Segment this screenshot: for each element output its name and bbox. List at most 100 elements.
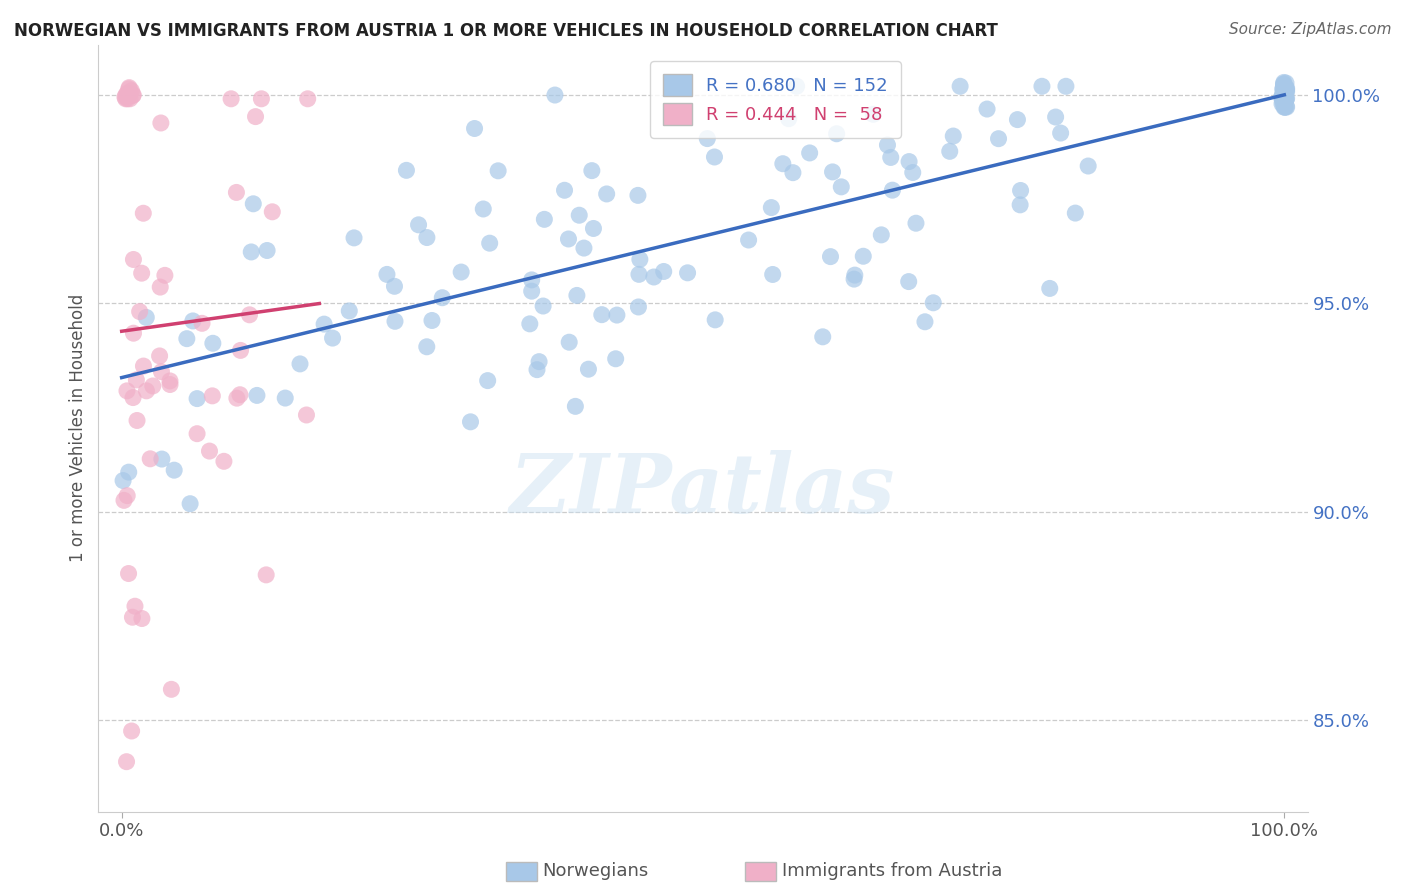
Point (1275, 99, 1298, 113)
Point (246, 388, 269, 402)
Point (558, 335, 581, 350)
Point (229, 388, 252, 402)
Point (557, 232, 579, 246)
Point (142, 379, 165, 393)
Point (1275, 100, 1298, 114)
Point (375, 268, 398, 282)
Point (201, 336, 224, 351)
Point (295, 408, 318, 422)
Point (420, 313, 443, 327)
Point (198, 444, 221, 458)
Point (901, 165, 924, 179)
Point (131, 266, 153, 280)
Point (1272, 100, 1295, 114)
Point (1274, 100, 1296, 114)
Point (1272, 85, 1295, 99)
Point (772, 157, 794, 171)
Point (544, 88, 567, 103)
Point (526, 362, 548, 376)
Point (125, 413, 148, 427)
Text: Immigrants from Austria: Immigrants from Austria (782, 863, 1002, 880)
Point (1064, 206, 1087, 220)
Point (117, 92, 139, 106)
Point (472, 202, 495, 216)
Point (1272, 94, 1295, 108)
Point (987, 131, 1010, 145)
Point (582, 221, 605, 235)
Point (876, 138, 898, 153)
Point (842, 272, 865, 286)
Point (1271, 87, 1294, 102)
Point (191, 316, 214, 330)
Text: ZIPatlas: ZIPatlas (510, 450, 896, 530)
Point (238, 308, 260, 322)
Point (898, 154, 921, 169)
Point (1271, 96, 1294, 111)
Point (135, 384, 157, 398)
Point (114, 92, 136, 106)
Point (1272, 95, 1295, 110)
Point (844, 268, 866, 282)
Point (520, 273, 543, 287)
Point (1274, 92, 1296, 106)
Point (778, 112, 800, 126)
Point (219, 92, 242, 106)
Point (115, 755, 138, 769)
Point (122, 87, 145, 102)
Point (554, 183, 576, 197)
Point (1272, 87, 1295, 102)
Point (820, 250, 842, 264)
Point (1274, 79, 1296, 94)
Point (1272, 77, 1295, 91)
Point (225, 391, 247, 405)
Point (578, 362, 600, 376)
Point (256, 244, 278, 258)
Point (122, 88, 145, 103)
Point (115, 88, 138, 103)
Point (1272, 84, 1295, 98)
Point (120, 84, 142, 98)
Text: Source: ZipAtlas.com: Source: ZipAtlas.com (1229, 22, 1392, 37)
Point (160, 682, 183, 697)
Point (186, 392, 208, 406)
Point (897, 275, 920, 289)
Point (159, 377, 181, 392)
Point (1275, 91, 1298, 105)
Point (337, 304, 360, 318)
Point (408, 218, 430, 232)
Point (1272, 88, 1295, 103)
Point (114, 90, 136, 104)
Point (297, 92, 319, 106)
Point (121, 610, 143, 624)
Point (118, 465, 141, 479)
Point (1275, 76, 1298, 90)
Point (591, 308, 613, 322)
Point (904, 216, 927, 230)
Point (132, 359, 155, 373)
Point (460, 415, 482, 429)
Point (696, 131, 718, 145)
Point (149, 280, 172, 294)
Point (922, 295, 945, 310)
Point (1272, 93, 1295, 107)
Text: Norwegians: Norwegians (543, 863, 650, 880)
Point (416, 230, 439, 244)
Point (250, 92, 273, 106)
Point (125, 373, 148, 387)
Point (384, 314, 406, 328)
Point (128, 304, 150, 318)
Point (149, 349, 172, 363)
Point (519, 317, 541, 331)
Point (1274, 80, 1296, 95)
Point (201, 389, 224, 403)
Point (880, 151, 903, 165)
Point (254, 567, 277, 582)
Point (825, 127, 848, 141)
Point (1031, 79, 1053, 94)
Point (652, 264, 675, 278)
Point (870, 227, 893, 242)
Point (1274, 91, 1296, 105)
Point (565, 288, 588, 302)
Point (1010, 198, 1032, 212)
Point (122, 391, 145, 405)
